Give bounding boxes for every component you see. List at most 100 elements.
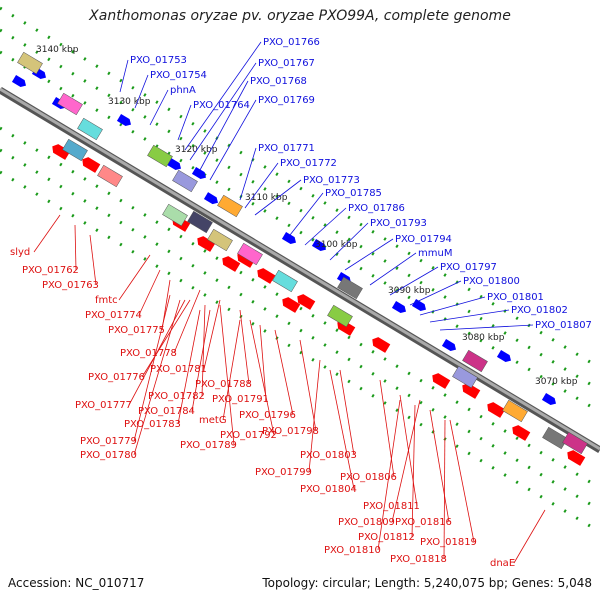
gene-box-48 — [502, 399, 528, 423]
gene-box-33 — [77, 117, 103, 141]
gene-features — [11, 51, 588, 466]
forward-label-20: PXO_01807 — [535, 320, 592, 331]
tick-label-3: 3110 kbp — [245, 193, 288, 203]
gene-arrow-12 — [441, 338, 457, 351]
reverse-label-24: PXO_01806 — [340, 472, 397, 483]
gene-arrow-22 — [282, 297, 301, 313]
reverse-label-18: PXO_01789 — [180, 440, 237, 451]
leader-f-4 — [184, 41, 262, 151]
gene-arrow-5 — [191, 166, 207, 179]
leader-r-17 — [133, 294, 171, 442]
leader-f-11 — [289, 192, 324, 236]
topology-text: Topology: circular; Length: 5,240,075 bp… — [262, 576, 592, 590]
leader-r-0 — [33, 214, 61, 253]
gene-arrow-21 — [257, 268, 276, 284]
gene-box-36 — [217, 194, 243, 218]
leader-r-13 — [177, 309, 201, 425]
gene-box-47 — [452, 365, 478, 389]
gene-labels: PXO_01753 PXO_01754 phnA PXO_01764 PXO_01766… — [10, 37, 592, 569]
leader-f-15 — [369, 252, 417, 286]
gene-box-46 — [327, 304, 353, 328]
reverse-label-16: PXO_01796 — [239, 410, 296, 421]
forward-label-8: PXO_01771 — [258, 143, 315, 154]
forward-label-14: PXO_01794 — [395, 234, 452, 245]
reverse-label-0: slyd — [10, 247, 30, 258]
leader-f-0 — [119, 59, 129, 93]
gene-box-50 — [562, 431, 588, 455]
forward-label-12: PXO_01786 — [348, 203, 405, 214]
genome-backbone — [0, 86, 600, 454]
leader-f-19 — [429, 309, 510, 323]
gene-box-32 — [57, 92, 83, 116]
label-leaders — [33, 41, 546, 564]
gene-box-35 — [172, 169, 198, 193]
tick-label-0: 3140 kbp — [36, 45, 79, 55]
reverse-label-14: metG — [199, 415, 227, 426]
leader-f-10 — [254, 179, 302, 216]
accession-text: Accession: NC_010717 — [8, 576, 145, 590]
reverse-label-8: PXO_01781 — [150, 364, 207, 375]
gene-arrow-15 — [52, 144, 71, 160]
gene-box-39 — [62, 138, 88, 162]
leader-r-16 — [274, 329, 294, 416]
reverse-label-3: fmtc — [95, 295, 118, 306]
reverse-label-30: PXO_01819 — [420, 537, 477, 548]
leader-f-9 — [244, 162, 279, 209]
gene-box-44 — [237, 242, 263, 266]
reverse-label-26: PXO_01811 — [363, 501, 420, 512]
leader-f-7 — [209, 99, 257, 181]
gene-box-31 — [17, 51, 43, 75]
reverse-label-20: PXO_01798 — [262, 426, 319, 437]
gene-arrow-30 — [567, 450, 586, 466]
gene-arrow-6 — [203, 192, 219, 205]
leader-f-18 — [419, 296, 486, 316]
gene-arrow-13 — [496, 349, 512, 362]
gene-arrow-3 — [116, 113, 132, 126]
leader-r-1 — [74, 224, 77, 271]
forward-label-15: mmuM — [418, 248, 452, 259]
reverse-label-17: PXO_01779 — [80, 436, 137, 447]
gene-box-37 — [337, 276, 363, 300]
forward-label-2: phnA — [170, 85, 196, 96]
gene-box-43 — [207, 228, 233, 252]
gene-arrow-16 — [82, 157, 101, 173]
leader-r-32 — [443, 419, 446, 560]
reverse-label-22: PXO_01803 — [300, 450, 357, 461]
reverse-label-13: PXO_01783 — [124, 419, 181, 430]
reverse-label-10: PXO_01777 — [75, 400, 132, 411]
forward-label-19: PXO_01802 — [511, 305, 568, 316]
reverse-label-11: PXO_01782 — [148, 391, 205, 402]
forward-label-18: PXO_01801 — [487, 292, 544, 303]
dot-track-5 — [0, 170, 600, 534]
tick-label-4: 3100 kbp — [315, 240, 358, 250]
gene-arrow-26 — [432, 373, 451, 389]
gene-arrow-28 — [487, 402, 506, 418]
leader-r-20 — [299, 339, 317, 432]
map-title: Xanthomonas oryzae pv. oryzae PXO99A, co… — [89, 8, 511, 24]
reverse-label-29: PXO_01812 — [358, 532, 415, 543]
leader-r-22 — [339, 369, 355, 456]
leader-r-15 — [259, 324, 267, 400]
tick-label-1: 3130 kbp — [108, 97, 151, 107]
leader-r-21 — [133, 299, 181, 456]
gene-arrow-0 — [11, 74, 27, 87]
reverse-label-15: PXO_01791 — [212, 394, 269, 405]
gene-arrow-8 — [311, 238, 327, 251]
reverse-label-28: PXO_01816 — [395, 517, 452, 528]
reverse-label-19: PXO_01792 — [220, 430, 277, 441]
tick-label-6: 3080 kbp — [462, 333, 505, 343]
gene-box-45 — [272, 269, 298, 293]
forward-label-3: PXO_01764 — [193, 100, 250, 111]
leader-f-8 — [239, 147, 257, 201]
leader-r-12 — [191, 309, 211, 412]
backbone-highlight — [0, 87, 600, 451]
gene-arrow-4 — [166, 157, 182, 170]
leader-r-31 — [377, 399, 401, 551]
forward-label-10: PXO_01773 — [303, 175, 360, 186]
forward-label-5: PXO_01767 — [258, 58, 315, 69]
gene-arrow-25 — [372, 337, 391, 353]
reverse-label-32: PXO_01818 — [390, 554, 447, 565]
forward-label-16: PXO_01797 — [440, 262, 497, 273]
leader-r-3 — [118, 254, 151, 301]
